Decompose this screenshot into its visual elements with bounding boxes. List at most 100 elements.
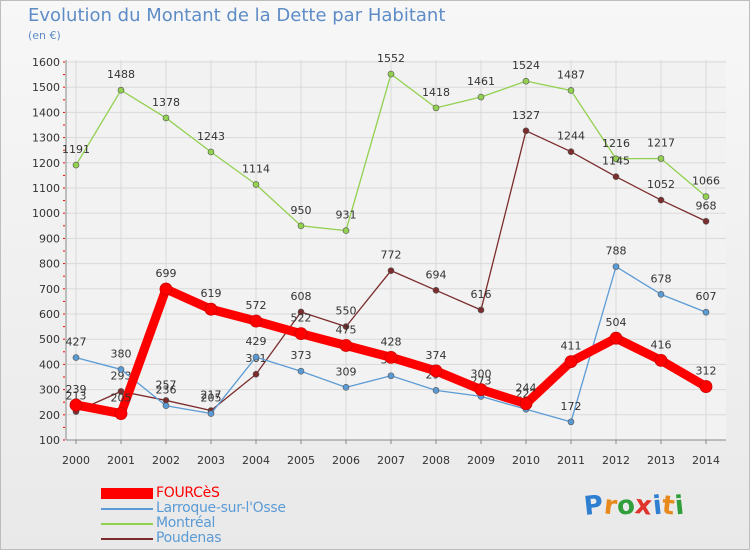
data-label-montr-al: 1243 (197, 130, 225, 143)
data-point-montr-al (297, 222, 305, 230)
data-label-poudenas: 213 (66, 390, 87, 403)
data-point-montr-al (432, 104, 440, 112)
data-point-montr-al (207, 148, 215, 156)
data-point-montr-al (162, 114, 170, 122)
data-point-fourc-s (204, 302, 218, 316)
data-point-larroque-sur-l-osse (612, 263, 620, 270)
y-tick-label: 100 (39, 434, 60, 447)
data-point-fourc-s (474, 383, 488, 397)
data-label-montr-al: 950 (291, 204, 312, 217)
data-label-montr-al: 1191 (62, 143, 90, 156)
data-label-larroque-sur-l-osse: 309 (336, 365, 357, 378)
data-label-poudenas: 217 (201, 389, 222, 402)
data-label-poudenas: 257 (156, 378, 177, 391)
y-tick-label: 1000 (32, 207, 60, 220)
data-label-poudenas: 1052 (647, 178, 675, 191)
y-tick-label: 600 (39, 308, 60, 321)
y-tick-label: 300 (39, 384, 60, 397)
data-label-montr-al: 1418 (422, 86, 450, 99)
data-label-larroque-sur-l-osse: 429 (246, 335, 267, 348)
data-label-fourc-s: 205 (111, 392, 132, 405)
data-point-poudenas (432, 287, 440, 294)
data-label-poudenas: 772 (381, 249, 402, 262)
x-tick-label: 2004 (242, 454, 270, 467)
legend-swatch-fources (101, 488, 153, 499)
x-tick-label: 2014 (692, 454, 720, 467)
proxiti-logo: Proxiti (582, 490, 685, 522)
y-tick-label: 1200 (32, 157, 60, 170)
data-point-poudenas (657, 196, 665, 204)
data-point-montr-al (567, 87, 575, 94)
data-label-poudenas: 608 (291, 290, 312, 303)
x-tick-label: 2013 (647, 454, 675, 467)
chart-unit-label: (en €) (28, 29, 61, 42)
data-label-poudenas: 616 (471, 288, 492, 301)
data-point-montr-al (72, 161, 80, 169)
data-label-poudenas: 1327 (512, 109, 540, 122)
data-label-larroque-sur-l-osse: 380 (111, 347, 132, 360)
data-point-poudenas (297, 308, 305, 316)
data-point-poudenas (477, 306, 485, 314)
data-label-montr-al: 1524 (512, 59, 540, 72)
y-tick-label: 700 (39, 283, 60, 296)
x-tick-label: 2011 (557, 454, 585, 467)
data-label-larroque-sur-l-osse: 788 (606, 245, 627, 258)
data-point-larroque-sur-l-osse (657, 291, 665, 298)
data-point-montr-al (702, 193, 710, 200)
data-point-montr-al (252, 181, 260, 188)
data-label-poudenas: 550 (336, 305, 357, 318)
data-label-fourc-s: 300 (471, 368, 492, 381)
y-tick-label: 400 (39, 358, 60, 371)
data-label-fourc-s: 239 (66, 383, 87, 396)
data-label-larroque-sur-l-osse: 172 (561, 400, 582, 413)
data-label-fourc-s: 475 (336, 324, 357, 337)
y-tick-label: 900 (39, 232, 60, 245)
data-point-poudenas (117, 388, 125, 395)
legend-label-montreal: Montréal (156, 515, 216, 531)
data-label-fourc-s: 428 (381, 335, 402, 348)
data-point-montr-al (477, 93, 485, 101)
data-point-fourc-s (564, 355, 578, 369)
data-point-montr-al (387, 70, 395, 78)
x-tick-label: 2003 (197, 454, 225, 467)
data-point-poudenas (387, 267, 395, 274)
data-point-larroque-sur-l-osse (117, 366, 125, 373)
y-tick-label: 200 (39, 409, 60, 422)
data-label-larroque-sur-l-osse: 205 (201, 392, 222, 405)
data-point-larroque-sur-l-osse (297, 367, 305, 375)
legend-label-larroque: Larroque-sur-l'Osse (156, 500, 286, 516)
data-point-montr-al (117, 86, 125, 94)
x-tick-label: 2012 (602, 454, 630, 467)
data-point-fourc-s (519, 397, 533, 411)
y-tick-label: 1500 (32, 81, 60, 94)
data-label-fourc-s: 504 (606, 316, 627, 329)
data-point-poudenas (702, 217, 710, 225)
data-label-montr-al: 1552 (377, 52, 405, 65)
data-label-montr-al: 1066 (692, 175, 720, 188)
data-label-poudenas: 968 (696, 199, 717, 212)
data-point-poudenas (612, 173, 620, 180)
data-label-larroque-sur-l-osse: 236 (156, 384, 177, 397)
data-label-fourc-s: 312 (696, 365, 717, 378)
data-point-fourc-s (114, 407, 128, 420)
data-label-montr-al: 1487 (557, 68, 585, 81)
x-tick-label: 2009 (467, 454, 495, 467)
data-point-poudenas (567, 148, 575, 156)
data-label-montr-al: 1217 (647, 137, 675, 150)
data-point-fourc-s (294, 327, 308, 341)
data-label-poudenas: 293 (111, 369, 132, 382)
data-label-poudenas: 694 (426, 268, 447, 281)
data-point-larroque-sur-l-osse (207, 410, 215, 417)
data-point-montr-al (657, 155, 665, 162)
data-label-poudenas: 1145 (602, 155, 630, 168)
y-tick-label: 800 (39, 258, 60, 271)
legend-swatch-poudenas (101, 538, 153, 540)
data-point-montr-al (522, 77, 530, 85)
data-label-larroque-sur-l-osse: 427 (66, 336, 87, 349)
data-point-poudenas (342, 323, 350, 330)
data-label-larroque-sur-l-osse: 373 (291, 349, 312, 362)
data-label-montr-al: 1216 (602, 137, 630, 150)
legend-swatch-montreal (101, 523, 153, 525)
chart-title: Evolution du Montant de la Dette par Hab… (28, 5, 446, 26)
